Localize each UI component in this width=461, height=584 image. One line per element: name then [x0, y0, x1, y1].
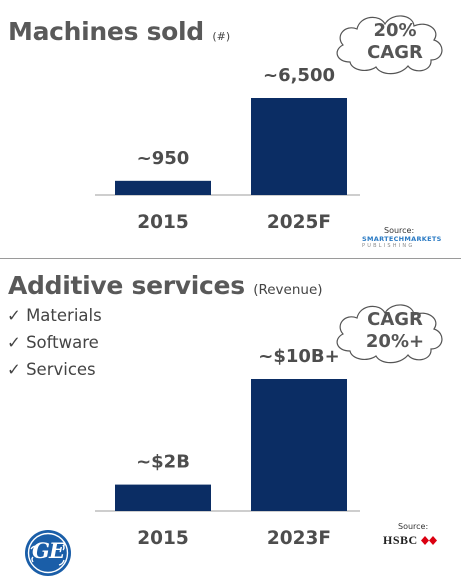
smartech-logo: SMARTECHMARKETS PUBLISHING [362, 236, 442, 250]
cagr-callout-top-line2: CAGR [367, 42, 423, 63]
machines-sold-bar-2015 [115, 180, 211, 195]
checklist-item-materials: ✓ Materials [7, 306, 102, 325]
additive-services-bar-2015 [115, 484, 211, 511]
hsbc-hexagon-icon [420, 536, 437, 545]
cagr-callout-bottom-line2: 20%+ [365, 331, 425, 352]
cagr-callout-bottom: CAGR 20%+ [350, 309, 440, 353]
machines-sold-title-text: Machines sold [8, 17, 204, 46]
machines-sold-bar-2025f [251, 98, 347, 195]
smartech-logo-name: SMARTECHMARKETS [362, 235, 442, 243]
additive-services-title-text: Additive services [8, 271, 245, 300]
checklist-item-software: ✓ Software [7, 333, 99, 352]
machines-sold-data-label-2025f: ~6,500 [263, 65, 335, 86]
checklist-item-services: ✓ Services [7, 360, 96, 379]
additive-services-title: Additive services (Revenue) [8, 271, 323, 300]
hsbc-logo: HSBC [383, 533, 437, 548]
additive-services-tick-label-2023f: 2023F [267, 528, 331, 549]
cagr-cloud-top [336, 15, 443, 75]
cagr-callout-top: 20% CAGR [350, 20, 440, 64]
additive-services-source-label: Source: [398, 522, 429, 531]
additive-services-data-label-2023f: ~$10B+ [258, 346, 339, 367]
machines-sold-unit: (#) [212, 30, 231, 43]
additive-services-unit: (Revenue) [253, 282, 323, 298]
machines-sold-title: Machines sold (#) [8, 17, 230, 46]
smartech-logo-sub: PUBLISHING [362, 243, 415, 249]
additive-services-data-label-2015: ~$2B [136, 452, 190, 473]
cagr-cloud-bottom [336, 304, 443, 364]
machines-sold-source-label: Source: [384, 226, 415, 235]
machines-sold-tick-label-2025f: 2025F [267, 212, 331, 233]
cagr-callout-bottom-line1: CAGR [367, 309, 423, 330]
section-divider [0, 258, 461, 259]
cagr-callout-top-line1: 20% [373, 20, 417, 41]
hsbc-logo-text: HSBC [383, 533, 418, 547]
additive-services-tick-label-2015: 2015 [137, 528, 189, 549]
machines-sold-tick-label-2015: 2015 [137, 212, 189, 233]
machines-sold-data-label-2015: ~950 [137, 148, 190, 169]
ge-logo-text: GE [32, 538, 65, 563]
additive-services-bar-2023f [251, 379, 347, 511]
